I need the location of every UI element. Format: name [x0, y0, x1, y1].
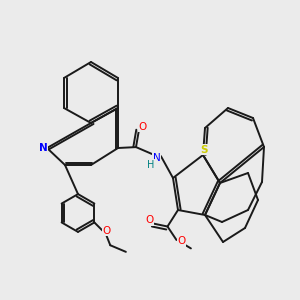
Text: O: O [146, 215, 154, 225]
Text: O: O [139, 122, 147, 132]
Text: H: H [147, 160, 154, 170]
Text: O: O [103, 226, 111, 236]
Text: O: O [178, 236, 186, 247]
Text: S: S [200, 145, 207, 154]
Text: N: N [153, 153, 160, 163]
Text: N: N [39, 143, 48, 153]
